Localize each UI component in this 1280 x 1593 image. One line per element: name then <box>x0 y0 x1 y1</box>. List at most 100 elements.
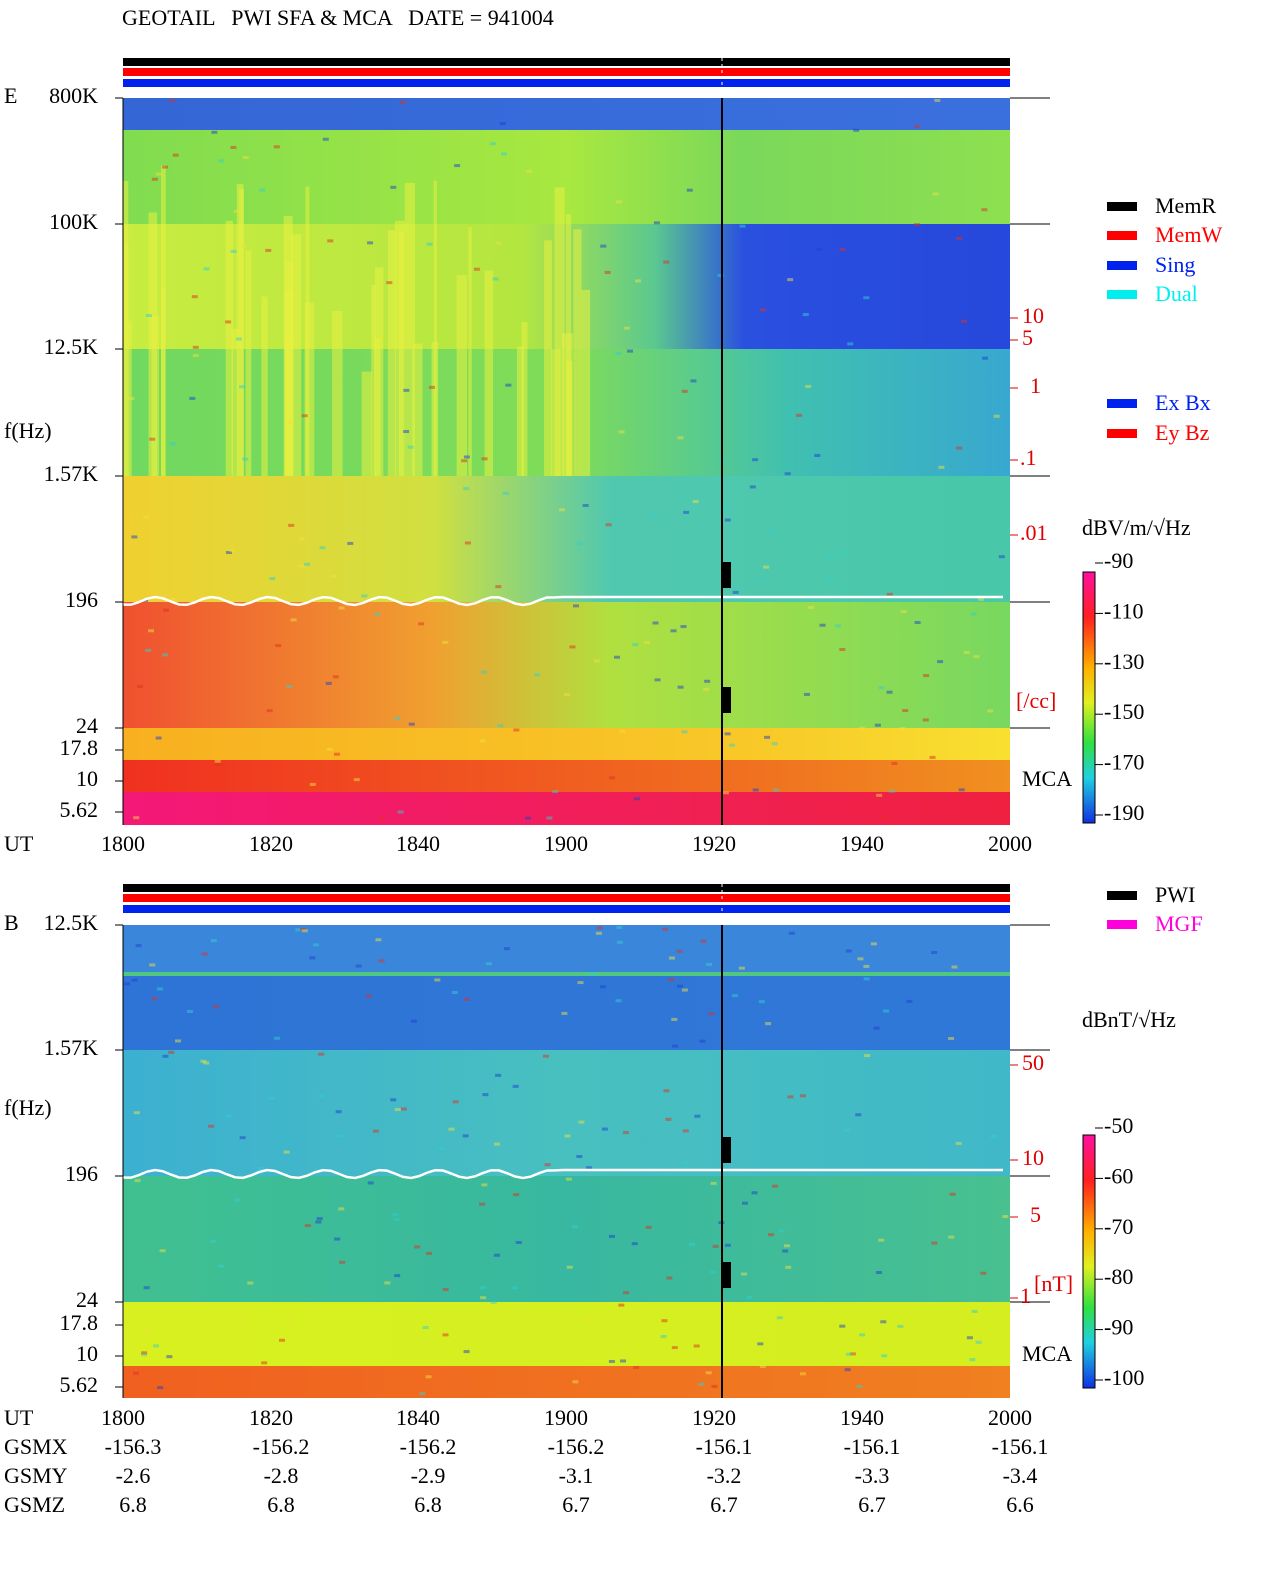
spectrogram-speckle <box>515 1240 522 1244</box>
spectrogram-speckle <box>773 788 780 792</box>
spectrogram-speckle <box>503 947 510 951</box>
spectrogram-speckle <box>623 1291 630 1295</box>
spectrogram-speckle <box>156 987 163 991</box>
spectrogram-speckle <box>724 518 731 522</box>
spectrogram-speckle <box>162 1054 169 1058</box>
spectrogram-speckle <box>298 537 305 541</box>
spectrogram-speckle <box>721 507 728 511</box>
spectrogram-speckle <box>577 981 584 985</box>
spectrogram-speckle <box>313 943 320 947</box>
spectrogram-speckle <box>438 1147 445 1151</box>
spectrogram-speckle <box>855 1113 862 1117</box>
spectrogram-speckle <box>681 730 688 734</box>
orbit-value: -156.3 <box>105 1434 162 1459</box>
spectrogram-speckle <box>434 978 441 982</box>
spectrogram-speckle <box>704 679 711 683</box>
spectrogram-speckle <box>663 260 670 264</box>
spectrogram-speckle <box>495 585 502 589</box>
spectrogram-speckle <box>141 1351 148 1355</box>
spectrogram-speckle <box>703 687 710 691</box>
spectrogram-speckle <box>155 736 162 740</box>
spectrogram-speckle <box>645 1225 652 1229</box>
spectrogram-speckle <box>501 152 508 156</box>
plasma-line <box>121 595 1003 607</box>
spectrogram-streak <box>361 371 372 476</box>
spectrogram-speckle <box>473 267 480 271</box>
mca-label: MCA <box>1022 766 1072 791</box>
orbit-label: GSMY <box>4 1463 68 1488</box>
legend-label: Ex Bx <box>1155 390 1211 415</box>
status-bar <box>123 58 1010 66</box>
legend-swatch <box>1107 231 1137 240</box>
spectrogram-speckle <box>502 491 509 495</box>
spectrogram-speckle <box>208 1124 215 1128</box>
legend-swatch <box>1107 290 1137 299</box>
spectrogram-speckle <box>157 1386 164 1390</box>
spectrogram-speckle <box>133 816 140 820</box>
spectrogram-band <box>123 972 1010 976</box>
x-axis-label: UT <box>4 1405 34 1430</box>
spectrogram-speckle <box>393 1217 400 1221</box>
spectrogram-speckle <box>863 296 870 300</box>
x-tick-label: 1800 <box>101 1405 145 1430</box>
spectrogram-speckle <box>564 1134 571 1138</box>
spectrogram-speckle <box>632 643 639 647</box>
spectrogram-streak <box>404 182 415 476</box>
spectrogram-speckle <box>931 1241 938 1245</box>
spectrogram-speckle <box>771 742 778 746</box>
spectrogram-speckle <box>705 1371 712 1375</box>
spectrogram-streak <box>374 267 384 476</box>
legend-label: MemR <box>1155 193 1216 218</box>
spectrogram-speckle <box>589 972 596 976</box>
spectrogram-streak <box>412 343 423 476</box>
spectrogram-speckle <box>192 354 199 358</box>
spectrogram-speckle <box>966 1336 973 1340</box>
spectrogram-band <box>123 760 1010 792</box>
spectrogram-streak <box>305 186 310 476</box>
spectrogram-band <box>123 130 1010 224</box>
spectrogram-speckle <box>318 1094 325 1098</box>
spectrogram-speckle <box>956 446 963 450</box>
spectrogram-speckle <box>680 625 687 629</box>
spectrogram-speckle <box>847 342 854 346</box>
spectrogram-speckle <box>414 1245 421 1249</box>
spectrogram-speckle <box>982 356 989 360</box>
spectrogram-speckle <box>670 629 677 633</box>
spectrogram-speckle <box>408 722 415 726</box>
colorbar-tick-label: -170 <box>1104 750 1144 775</box>
spectrogram-speckle <box>403 430 410 434</box>
spectrogram-speckle <box>838 551 845 555</box>
spectrogram-speckle <box>172 153 179 157</box>
spectrogram-speckle <box>200 1059 207 1063</box>
spectrogram-speckle <box>981 208 988 212</box>
gap-marker <box>723 562 731 588</box>
spectrogram-speckle <box>681 389 688 393</box>
spectrogram-speckle <box>233 1198 240 1202</box>
spectrogram-speckle <box>215 762 222 766</box>
spectrogram-speckle <box>133 1111 140 1115</box>
spectrogram-speckle <box>677 685 684 689</box>
spectrogram-streak <box>554 187 565 476</box>
spectrogram-speckle <box>980 1271 987 1275</box>
density-label: 1 <box>1030 373 1041 398</box>
colorbar-unit: dBV/m/√Hz <box>1082 515 1191 540</box>
spectrogram-speckle <box>327 239 334 243</box>
colorbar-tick-label: -60 <box>1104 1163 1133 1188</box>
spectrogram-streak <box>239 189 245 477</box>
x-axis-label: UT <box>4 831 34 856</box>
spectrogram-speckle <box>298 564 305 568</box>
spectrogram-speckle <box>353 778 360 782</box>
spectrogram-speckle <box>333 752 340 756</box>
spectrogram-streak <box>387 230 396 476</box>
gap-marker <box>723 1262 731 1288</box>
spectrogram-speckle <box>513 1193 520 1197</box>
spectrogram-speckle <box>145 648 152 652</box>
spectrogram-speckle <box>987 709 994 713</box>
spectrogram-speckle <box>1002 1215 1009 1219</box>
colorbar-tick-label: -130 <box>1104 649 1144 674</box>
spectrogram-speckle <box>283 1150 290 1154</box>
spectrogram-speckle <box>971 1309 978 1313</box>
spectrogram-speckle <box>378 959 385 963</box>
spectrogram-speckle <box>799 1094 806 1098</box>
orbit-label: GSMZ <box>4 1492 65 1517</box>
